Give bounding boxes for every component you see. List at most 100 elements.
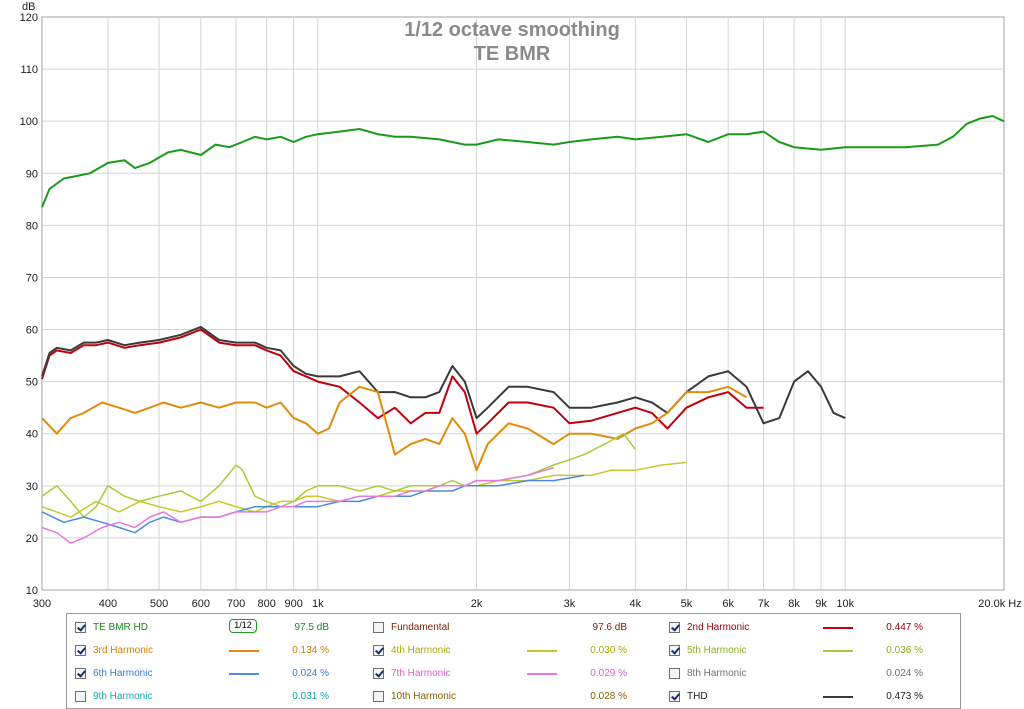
data-point (56, 350, 57, 351)
data-point (359, 490, 360, 491)
data-point (452, 490, 453, 491)
data-point (452, 376, 453, 377)
data-point (667, 412, 668, 413)
data-point (293, 506, 294, 507)
data-point (476, 418, 477, 419)
data-point (635, 449, 636, 450)
data-point (476, 144, 477, 145)
data-point (584, 454, 585, 455)
legend-value: 0.028 % (590, 691, 627, 702)
x-tick-label: 600 (192, 598, 210, 610)
data-point (763, 131, 764, 132)
data-point (317, 496, 318, 497)
data-point (394, 407, 395, 408)
data-point (96, 501, 97, 502)
y-tick-label: 40 (26, 429, 38, 441)
legend-entry: Fundamental 97.6 dB (365, 617, 661, 639)
legend-checkbox[interactable] (75, 622, 86, 633)
data-point (266, 139, 267, 140)
grid (42, 17, 1004, 590)
data-point (163, 402, 164, 403)
data-point (339, 376, 340, 377)
legend-entry: 6th Harmonic 0.024 % (67, 663, 363, 685)
legend-checkbox[interactable] (669, 668, 680, 679)
legend-checkbox[interactable] (669, 645, 680, 656)
legend-label: 9th Harmonic (93, 691, 153, 702)
series-layer (41, 115, 1005, 544)
data-point (821, 149, 822, 150)
data-point (134, 527, 135, 528)
data-point (200, 506, 201, 507)
legend-value: 97.6 dB (592, 622, 627, 633)
data-point (359, 371, 360, 372)
data-point (254, 345, 255, 346)
data-point (728, 371, 729, 372)
data-point (280, 136, 281, 137)
data-point (83, 342, 84, 343)
data-point (569, 459, 570, 460)
x-tick-label: 700 (227, 598, 245, 610)
data-point (163, 517, 164, 518)
data-point (708, 392, 709, 393)
data-point (200, 517, 201, 518)
smoothing-indicator[interactable]: 1/12 (229, 619, 257, 633)
y-axis-unit: dB (22, 1, 35, 13)
data-point (266, 511, 267, 512)
legend-checkbox[interactable] (373, 691, 384, 702)
data-point (180, 337, 181, 338)
data-point (794, 147, 795, 148)
legend-checkbox[interactable] (373, 645, 384, 656)
data-point (70, 350, 71, 351)
data-point (134, 168, 135, 169)
legend-checkbox[interactable] (669, 691, 680, 702)
data-point (139, 345, 140, 346)
data-point (728, 386, 729, 387)
x-tick-label: 1k (312, 598, 324, 610)
legend-checkbox[interactable] (373, 668, 384, 679)
data-point (305, 373, 306, 374)
data-point (180, 149, 181, 150)
data-point (102, 527, 103, 528)
legend-label: Fundamental (391, 622, 450, 633)
legend-checkbox[interactable] (75, 691, 86, 702)
legend-label: 3rd Harmonic (93, 645, 154, 656)
data-point (41, 418, 42, 419)
data-point (41, 527, 42, 528)
data-point (236, 464, 237, 465)
data-point (63, 522, 64, 523)
legend-entry: 4th Harmonic 0.030 % (365, 640, 661, 662)
data-point (635, 407, 636, 408)
data-point (102, 402, 103, 403)
data-point (124, 347, 125, 348)
data-point (377, 485, 378, 486)
legend-label: 7th Harmonic (391, 668, 451, 679)
data-point (280, 355, 281, 356)
legend-checkbox[interactable] (75, 668, 86, 679)
data-point (96, 342, 97, 343)
data-point (339, 485, 340, 486)
data-point (83, 517, 84, 518)
data-point (124, 496, 125, 497)
data-point (584, 475, 585, 476)
legend-checkbox[interactable] (373, 622, 384, 633)
x-tick-label: 900 (284, 598, 302, 610)
data-point (464, 381, 465, 382)
x-tick-label: 9k (815, 598, 827, 610)
legend-checkbox[interactable] (669, 622, 680, 633)
chart-subtitle: TE BMR (474, 43, 551, 65)
data-point (425, 397, 426, 398)
legend-entry: THD 0.473 % (661, 686, 957, 708)
data-point (359, 496, 360, 497)
data-point (394, 454, 395, 455)
data-point (508, 402, 509, 403)
legend-line-swatch (527, 673, 557, 675)
data-point (394, 136, 395, 137)
data-point (617, 412, 618, 413)
data-point (439, 444, 440, 445)
data-point (359, 128, 360, 129)
data-point (527, 475, 528, 476)
data-point (452, 418, 453, 419)
data-point (498, 480, 499, 481)
legend-checkbox[interactable] (75, 645, 86, 656)
data-point (56, 532, 57, 533)
